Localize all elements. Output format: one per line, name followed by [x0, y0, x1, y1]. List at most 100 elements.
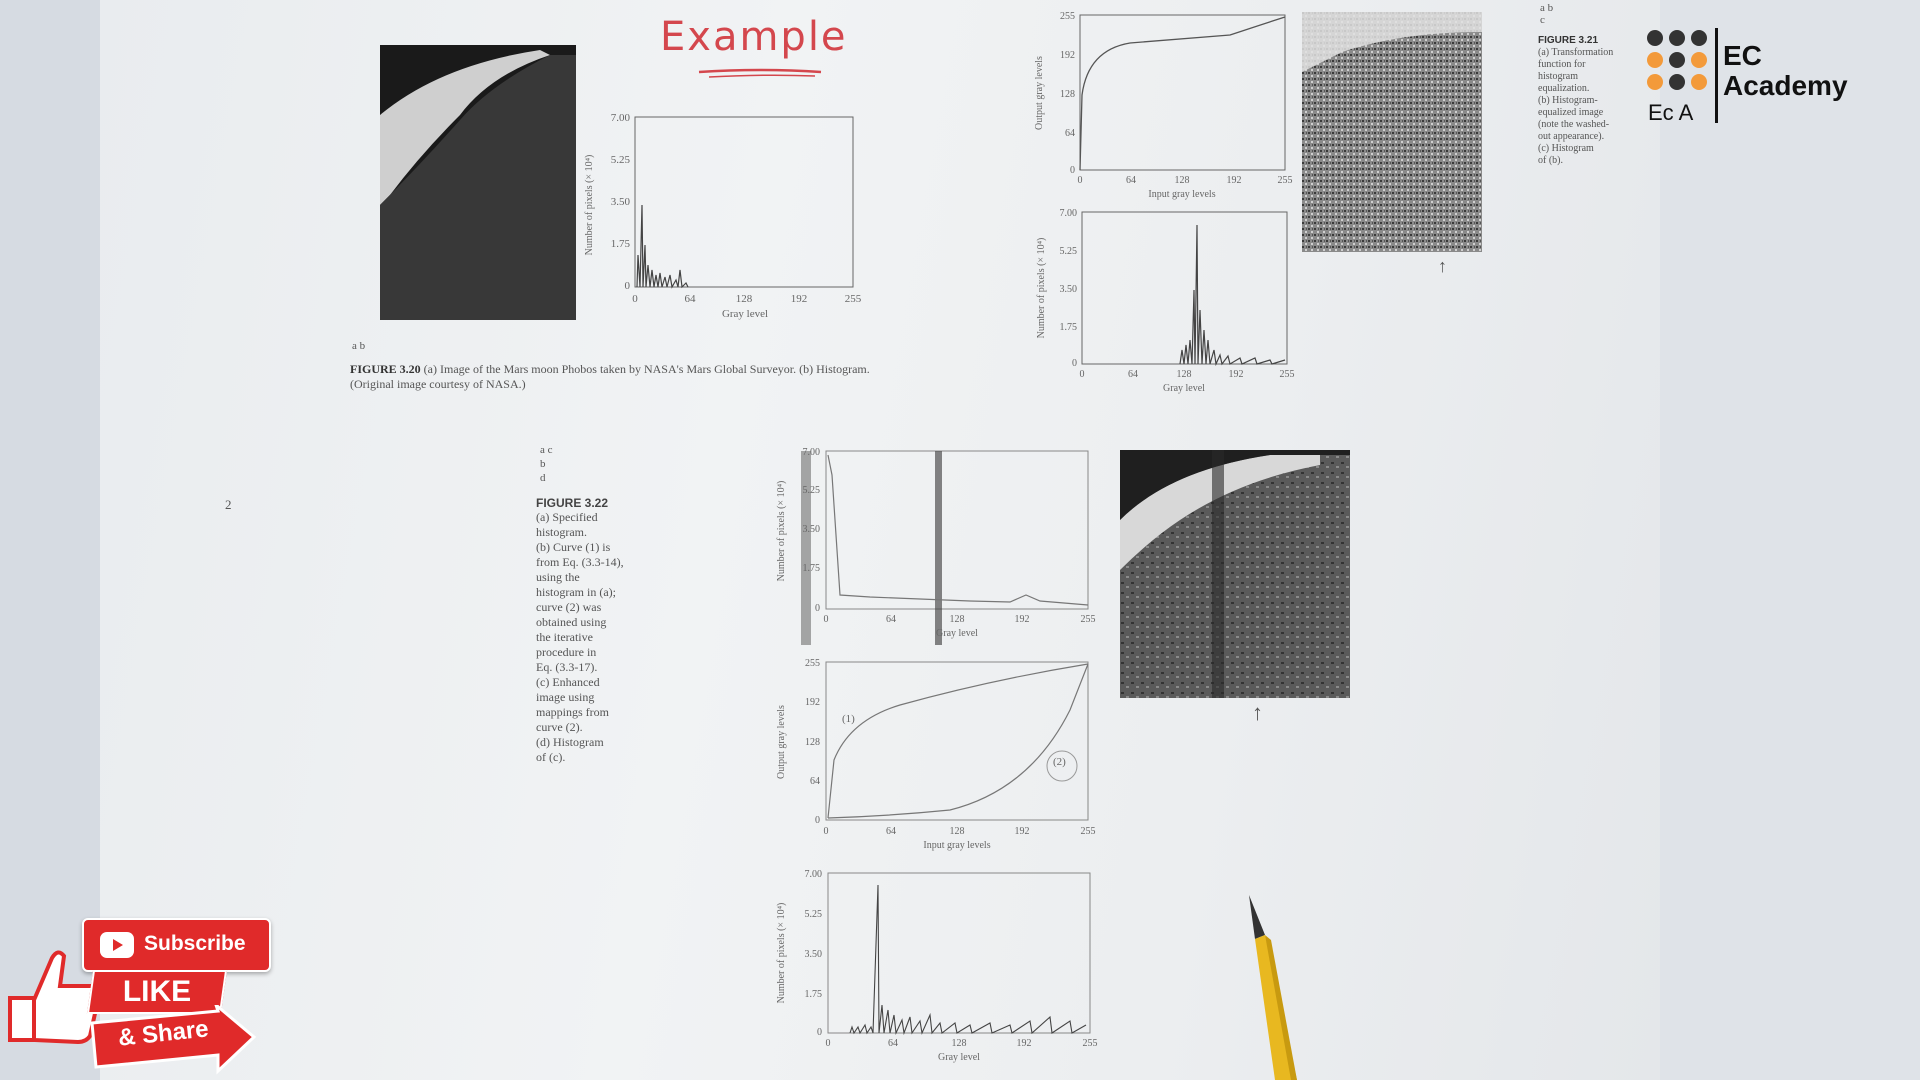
y-axis-label: Output gray levels — [1034, 56, 1045, 130]
x-axis-label: Gray level — [936, 628, 978, 639]
x-axis-label: Gray level — [938, 1052, 980, 1063]
scan-artifact — [801, 451, 811, 645]
fig322-caption-line: mappings from — [536, 705, 609, 719]
fig320-caption-label: FIGURE 3.20 — [350, 362, 421, 376]
fig321-caption-line: function for — [1538, 59, 1586, 70]
logo-dot — [1691, 52, 1707, 68]
y-tick: 1.75 — [611, 238, 631, 250]
fig322-panel-letters: a c b d — [540, 443, 553, 485]
x-tick: 0 — [1078, 175, 1083, 186]
logo-dot — [1669, 52, 1685, 68]
y-tick: 64 — [810, 776, 820, 787]
pencil — [1249, 895, 1297, 1080]
table-background — [1660, 0, 1920, 1080]
logo-line1: EC — [1723, 40, 1762, 71]
fig322-caption-line: procedure in — [536, 645, 597, 659]
y-tick: 255 — [805, 658, 820, 669]
y-tick: 1.75 — [805, 989, 823, 1000]
logo-dot-grid — [1647, 30, 1707, 90]
fig320-caption-text: (a) Image of the Mars moon Phobos taken … — [350, 362, 870, 391]
fig321-caption-line: equalized image — [1538, 107, 1604, 118]
y-tick: 5.25 — [611, 154, 631, 166]
x-tick: 128 — [952, 1038, 967, 1049]
fig322-panel-letter: a c — [540, 444, 553, 456]
fig321-caption-label: FIGURE 3.21 — [1538, 35, 1599, 46]
logo-dot — [1647, 52, 1663, 68]
phobos-image-equalized — [1302, 12, 1482, 252]
curve-2-circle — [1046, 750, 1078, 782]
x-tick: 128 — [1175, 175, 1190, 186]
y-tick: 7.00 — [803, 447, 821, 458]
fig322-caption-line: curve (2) was — [536, 600, 602, 614]
x-tick: 0 — [824, 826, 829, 837]
y-tick: 255 — [1060, 11, 1075, 22]
y-tick: 0 — [625, 280, 631, 292]
y-tick: 0 — [815, 815, 820, 826]
fig322-curves-plot: 255 192 128 64 0 0 64 128 192 255 Input … — [776, 658, 1096, 851]
fig322-caption-label: FIGURE 3.22 — [536, 496, 609, 510]
fig321-panel-letters: a b — [1540, 2, 1554, 14]
fig321-caption-line: histogram — [1538, 71, 1578, 82]
phobos-moon-shape — [380, 45, 576, 320]
y-tick: 128 — [1060, 89, 1075, 100]
x-tick: 128 — [950, 826, 965, 837]
margin-scribble: 2 — [225, 497, 232, 512]
y-tick: 3.50 — [805, 949, 823, 960]
fig320-panel-letters: a b — [352, 340, 366, 352]
fig321-caption-line: (a) Transformation — [1538, 47, 1614, 58]
y-tick: 192 — [1060, 50, 1075, 61]
subscribe-label: Subscribe — [144, 932, 246, 955]
fig320-caption: FIGURE 3.20 (a) Image of the Mars moon P… — [350, 362, 910, 392]
x-tick: 0 — [826, 1038, 831, 1049]
fig321-caption-line: out appearance). — [1538, 131, 1605, 142]
thumbs-up-icon — [8, 950, 102, 1045]
fig321-caption-line: (c) Histogram — [1538, 143, 1594, 154]
fig320-histogram: 7.00 5.25 3.50 1.75 0 0 64 128 192 255 G… — [584, 112, 862, 320]
x-axis-label: Gray level — [722, 308, 768, 320]
x-tick: 255 — [845, 293, 862, 305]
curve-2-label: (2) — [1053, 756, 1066, 768]
fig322-caption-line: image using — [536, 690, 595, 704]
fig322-caption-line: (b) Curve (1) is — [536, 540, 611, 554]
fig322-panel-letter: b — [540, 458, 546, 470]
logo-dot — [1647, 30, 1663, 46]
scan-artifact — [1212, 450, 1224, 698]
x-tick: 64 — [886, 826, 896, 837]
fig322-caption: FIGURE 3.22 (a) Specified histogram. (b)… — [536, 496, 686, 765]
fig322-caption-line: of (c). — [536, 750, 566, 764]
y-tick: 64 — [1065, 128, 1075, 139]
y-tick: 1.75 — [803, 563, 821, 574]
x-tick: 64 — [1126, 175, 1136, 186]
histogram-bars — [849, 884, 1087, 1036]
x-axis-label: Input gray levels — [1148, 189, 1215, 200]
y-axis-label: Number of pixels (× 10⁴) — [1036, 238, 1047, 339]
youtube-play-icon — [100, 932, 134, 958]
y-tick: 3.50 — [611, 196, 631, 208]
x-tick: 255 — [1081, 614, 1096, 625]
y-tick: 5.25 — [1060, 246, 1078, 257]
y-axis-label: Output gray levels — [776, 705, 787, 779]
y-tick: 7.00 — [1060, 208, 1078, 219]
fig322-panel-letter: d — [540, 472, 546, 484]
fig321-transform-plot: 255 192 128 64 0 0 64 128 192 255 Input … — [1034, 11, 1293, 200]
ec-academy-logo: EC Academy Ec A — [1645, 28, 1875, 128]
fig321-caption-line: (note the washed- — [1538, 119, 1610, 130]
y-tick: 5.25 — [805, 909, 823, 920]
x-tick: 192 — [791, 293, 808, 305]
x-tick: 255 — [1278, 175, 1293, 186]
fig321-caption-line: equalization. — [1538, 83, 1590, 94]
fig322-caption-line: curve (2). — [536, 720, 583, 734]
curve-1 — [827, 663, 1089, 819]
y-tick: 0 — [815, 603, 820, 614]
fig322-caption-line: using the — [536, 570, 580, 584]
fig321-caption-line: of (b). — [1538, 155, 1563, 166]
y-tick: 0 — [1070, 165, 1075, 176]
y-axis-label: Number of pixels (× 10⁴) — [584, 155, 595, 256]
x-tick: 0 — [824, 614, 829, 625]
x-tick: 128 — [1177, 369, 1192, 380]
fig322-caption-line: from Eq. (3.3-14), — [536, 555, 624, 569]
y-tick: 5.25 — [803, 485, 821, 496]
equalized-texture — [1302, 12, 1482, 252]
subscribe-button[interactable]: Subscribe — [82, 918, 271, 972]
fig322-caption-line: histogram. — [536, 525, 587, 539]
